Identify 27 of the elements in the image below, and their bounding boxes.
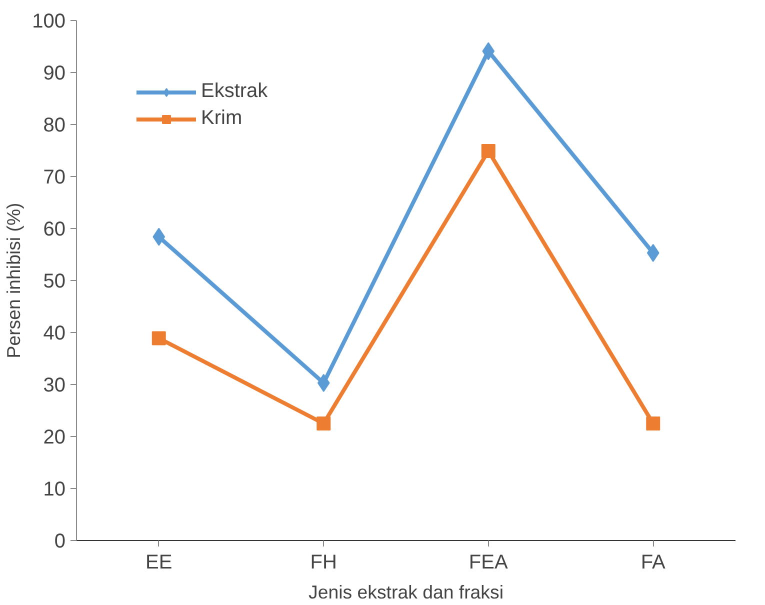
- y-tick-label: 80: [43, 114, 66, 136]
- y-tick-label: 0: [54, 530, 66, 552]
- point: [481, 144, 496, 158]
- point: [152, 228, 166, 246]
- point: [482, 42, 495, 60]
- point: [646, 244, 660, 262]
- y-tick-label: 50: [43, 270, 66, 292]
- x-axis-title: Jenis ekstrak dan fraksi: [308, 582, 504, 602]
- point: [316, 416, 331, 430]
- x-tick-label: FA: [640, 552, 666, 574]
- y-axis-title: Persen inhibisi (%): [3, 202, 24, 358]
- y-tick-label: 70: [43, 166, 66, 188]
- y-tick-label: 20: [43, 426, 66, 448]
- x-tick-label: EE: [146, 552, 172, 574]
- point: [317, 374, 330, 392]
- point: [646, 416, 660, 430]
- point: [152, 331, 166, 346]
- y-tick-label: 10: [43, 478, 66, 500]
- y-tick-label: 100: [32, 10, 66, 32]
- legend-label: Ekstrak: [201, 80, 268, 103]
- legend-label: Krim: [201, 107, 242, 130]
- x-tick-label: FEA: [468, 552, 508, 574]
- x-tick-label: FH: [310, 552, 337, 574]
- y-tick-label: 30: [43, 374, 66, 396]
- y-tick-label: 60: [43, 218, 66, 240]
- y-tick-label: 40: [43, 322, 66, 344]
- y-tick-label: 90: [43, 62, 66, 84]
